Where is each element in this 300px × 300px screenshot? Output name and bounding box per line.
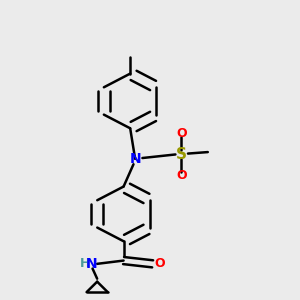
- Text: N: N: [86, 257, 98, 271]
- Text: S: S: [176, 147, 187, 162]
- Text: N: N: [129, 152, 141, 166]
- Text: O: O: [176, 169, 187, 182]
- Text: O: O: [176, 127, 187, 140]
- Text: O: O: [154, 257, 165, 270]
- Text: H: H: [80, 257, 90, 270]
